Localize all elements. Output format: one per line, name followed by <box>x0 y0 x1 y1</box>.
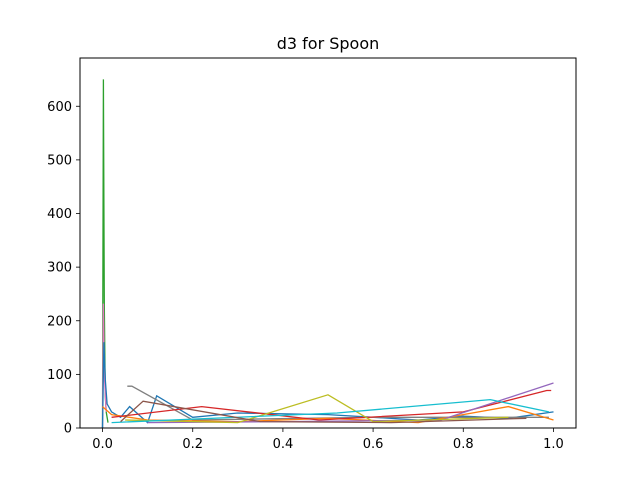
x-tick-label: 0.0 <box>92 437 113 452</box>
series-line-3 <box>127 385 549 421</box>
x-tick-label: 0.2 <box>182 437 203 452</box>
y-tick-label: 0 <box>64 422 72 437</box>
series-line-9 <box>120 400 527 424</box>
series-line-4 <box>102 405 554 424</box>
x-tick-label: 0.4 <box>273 437 294 452</box>
y-tick-label: 500 <box>47 153 72 168</box>
y-tick-label: 200 <box>47 314 72 329</box>
x-tick-label: 0.6 <box>363 437 384 452</box>
x-tick-label: 0.8 <box>453 437 474 452</box>
y-tick-label: 300 <box>47 261 72 276</box>
y-tick-label: 600 <box>47 100 72 115</box>
axes-frame <box>79 57 577 429</box>
series-line-8 <box>111 398 550 424</box>
chart-title: d3 for Spoon <box>277 34 380 53</box>
series-line-7 <box>125 394 509 424</box>
x-tick-label: 1.0 <box>543 437 564 452</box>
axis-ticks: 0.0 0.2 0.4 0.6 0.8 1.0 0 100 200 300 400 500 600 <box>47 100 564 452</box>
plot-area <box>101 79 554 428</box>
y-tick-label: 100 <box>47 368 72 383</box>
y-tick-label: 400 <box>47 207 72 222</box>
